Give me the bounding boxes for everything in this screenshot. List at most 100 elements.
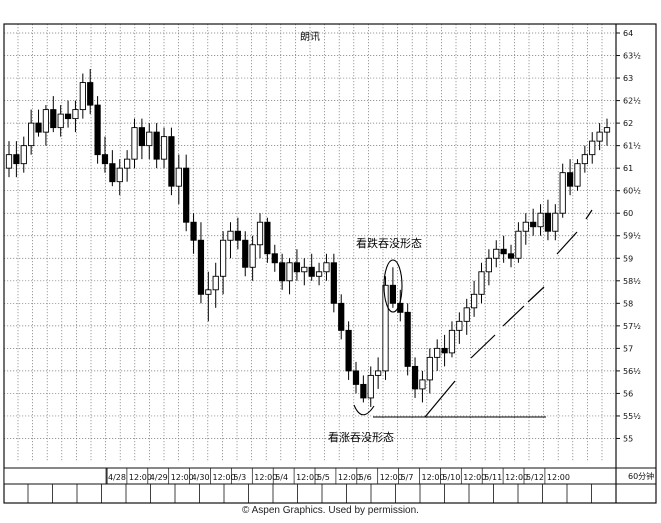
candle-bearish — [530, 221, 537, 228]
candle-bullish — [456, 320, 463, 331]
bullish-engulfing-label: 看涨吞没形态 — [328, 430, 394, 444]
y-tick-label: 58 — [623, 299, 633, 308]
x-tick-label: 12:00 — [547, 473, 570, 482]
candle-bullish — [478, 271, 485, 295]
x-tick-label: 12:00 — [171, 473, 194, 482]
y-tick-label: 57 — [623, 344, 633, 353]
y-tick-label: 58½ — [623, 277, 641, 286]
bullish-engulfing-marker — [353, 404, 375, 416]
candle-bearish — [183, 167, 190, 223]
candle-bearish — [101, 154, 109, 165]
candle-bearish — [345, 329, 352, 372]
uptrend-line-segment — [424, 380, 456, 418]
bearish-engulfing-marker — [383, 259, 403, 313]
candle-bullish — [471, 293, 478, 309]
x-tick-label: 4/28 — [108, 473, 126, 482]
candle-bullish — [315, 271, 323, 277]
x-tick-label: 12:00 — [380, 473, 403, 482]
y-tick-label: 59 — [623, 254, 633, 263]
candle-bullish — [463, 307, 470, 322]
candle-bullish — [72, 109, 79, 120]
candle-bullish — [301, 266, 308, 273]
candle-bullish — [448, 329, 456, 354]
candle-bullish — [559, 172, 566, 214]
candle-bearish — [544, 212, 552, 232]
candle-bullish — [522, 221, 529, 232]
x-tick-label: 4/30 — [192, 473, 210, 482]
candle-bullish — [589, 140, 596, 156]
x-tick-label: 4/29 — [150, 473, 168, 482]
candle-bearish — [94, 104, 101, 156]
y-tick-label: 55½ — [623, 412, 641, 421]
candle-bullish — [552, 212, 559, 232]
y-tick-label: 55 — [623, 434, 633, 443]
candle-bearish — [190, 221, 197, 241]
candle-bullish — [146, 131, 153, 147]
candle-bearish — [168, 136, 175, 187]
chart-frame — [3, 23, 657, 504]
candles — [5, 69, 611, 407]
candle-bullish — [375, 370, 382, 376]
y-axis-ticks: 64 63½ 63 62½ 62 61½ 61 60½ 60 59½ 59 58½ 58 57½ 57 56½… — [616, 29, 641, 443]
candle-bullish — [116, 167, 123, 183]
candle-bearish — [197, 239, 205, 295]
y-tick-label: 63 — [623, 74, 633, 83]
candle-bullish — [79, 82, 86, 111]
candle-bearish — [330, 262, 337, 304]
uptrend-line-segment — [556, 231, 578, 255]
candle-bearish — [308, 266, 315, 277]
candle-bearish — [507, 253, 515, 259]
x-tick-label: 12:00 — [254, 473, 277, 482]
candle-bullish — [131, 127, 138, 160]
x-tick-label: 5/7 — [401, 473, 414, 482]
candle-bearish — [279, 262, 286, 282]
candle-bullish — [42, 109, 50, 133]
candle-bullish — [493, 248, 500, 259]
candle-bearish — [138, 127, 145, 147]
candle-bearish — [500, 248, 507, 255]
uptrend-line-segment — [527, 286, 545, 303]
candle-bullish — [227, 230, 234, 241]
y-tick-label: 64 — [623, 29, 633, 38]
candle-bullish — [175, 167, 182, 187]
copyright-caption: © Aspen Graphics. Used by permission. — [242, 505, 419, 516]
y-tick-label: 61½ — [623, 142, 641, 151]
x-tick-label: 12:00 — [338, 473, 361, 482]
candle-bullish — [219, 239, 227, 277]
candle-bearish — [441, 347, 448, 354]
candle-bearish — [271, 253, 278, 264]
chart-title: 朗讯 — [300, 31, 320, 43]
candle-bullish — [212, 275, 219, 291]
x-tick-label: 5/4 — [275, 473, 288, 482]
y-tick-label: 59½ — [623, 232, 641, 241]
x-tick-label: 12:00 — [296, 473, 319, 482]
candle-bullish — [382, 284, 389, 372]
candle-bullish — [20, 145, 27, 165]
candle-bearish — [360, 383, 367, 399]
candle-bullish — [426, 356, 433, 381]
candle-bullish — [367, 374, 374, 399]
candle-bullish — [124, 158, 131, 169]
candle-bearish — [87, 82, 94, 106]
candle-bullish — [249, 244, 256, 268]
candle-bearish — [293, 262, 301, 273]
candle-bearish — [404, 311, 411, 367]
grid — [4, 24, 616, 461]
candle-bullish — [603, 127, 611, 133]
candle-bullish — [256, 221, 264, 246]
candle-bearish — [35, 122, 42, 133]
x-tick-label: 12:00 — [463, 473, 486, 482]
candle-bullish — [515, 230, 522, 259]
x-axis-ticks: 4/28 12:004/29 12:004/30 12:005/3 12:005/4 12… — [105, 468, 570, 484]
y-tick-label: 62½ — [623, 97, 641, 106]
candle-bullish — [286, 262, 293, 282]
x-tick-label: 5/5 — [317, 473, 330, 482]
candle-bearish — [566, 172, 574, 187]
x-tick-label: 5/11 — [484, 473, 502, 482]
blank-panel — [3, 467, 108, 485]
candle-bearish — [234, 230, 241, 241]
x-tick-label: 5/6 — [359, 473, 372, 482]
candle-bullish — [581, 154, 588, 165]
